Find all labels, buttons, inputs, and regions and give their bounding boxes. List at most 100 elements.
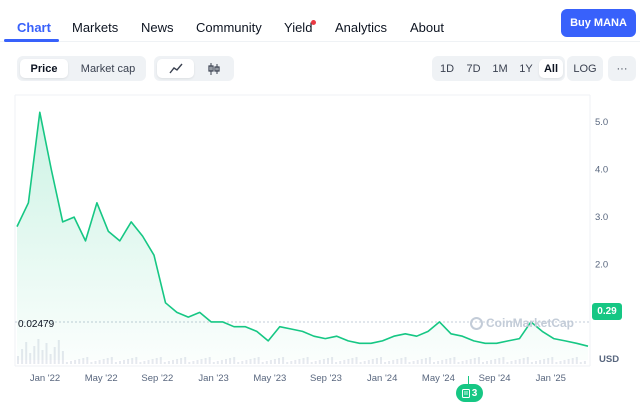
- volume-bar: [257, 357, 260, 364]
- volume-bar: [290, 361, 293, 364]
- volume-bar: [192, 361, 195, 364]
- tab-markets[interactable]: Markets: [72, 20, 119, 35]
- volume-bar: [514, 360, 517, 364]
- x-tick-label: Jan '25: [536, 373, 566, 384]
- volume-bar: [392, 360, 395, 364]
- y-tick-label: 3.0: [595, 212, 608, 223]
- coinmarketcap-watermark: CoinMarketCap: [470, 316, 574, 330]
- volume-bar: [449, 358, 452, 364]
- volume-bar: [355, 357, 358, 364]
- volume-bar: [461, 361, 464, 364]
- volume-bar: [551, 357, 554, 364]
- volume-bar: [351, 358, 354, 364]
- buy-mana-button[interactable]: Buy MANA: [561, 9, 636, 37]
- tab-news[interactable]: News: [141, 20, 174, 35]
- volume-bar: [123, 360, 125, 364]
- price-marketcap-toggle: Price Market cap: [17, 56, 146, 81]
- volume-bar: [245, 360, 248, 364]
- volume-bar: [539, 360, 542, 364]
- volume-bar: [306, 357, 309, 364]
- volume-bar: [208, 357, 211, 364]
- time-range-selector: 1D 7D 1M 1Y All: [432, 56, 565, 81]
- notification-dot-icon: [311, 20, 316, 25]
- tab-analytics[interactable]: Analytics: [335, 20, 388, 35]
- volume-bar: [114, 362, 117, 364]
- volume-bar: [412, 361, 415, 364]
- volume-bar: [176, 359, 179, 364]
- volume-bar: [70, 361, 72, 364]
- range-all-button[interactable]: All: [539, 59, 563, 78]
- line-chart-icon[interactable]: [157, 59, 194, 78]
- volume-bar: [237, 362, 240, 364]
- volume-bar: [547, 358, 550, 364]
- watermark-text: CoinMarketCap: [486, 316, 575, 330]
- news-count: 3: [471, 387, 478, 399]
- volume-bar: [494, 359, 497, 364]
- volume-bar: [575, 357, 578, 364]
- price-toggle-button[interactable]: Price: [20, 59, 68, 78]
- volume-bar: [302, 358, 305, 364]
- volume-bar: [204, 358, 207, 364]
- volume-bar: [139, 362, 142, 364]
- volume-bar: [453, 357, 456, 364]
- tab-chart[interactable]: Chart: [17, 20, 51, 35]
- volume-bar: [335, 362, 338, 364]
- range-7d-button[interactable]: 7D: [466, 62, 481, 75]
- more-options-icon[interactable]: ···: [616, 62, 628, 75]
- volume-bar: [65, 362, 68, 364]
- volume-bar: [241, 361, 244, 364]
- volume-bar: [188, 362, 191, 364]
- news-marker[interactable]: 3: [456, 384, 483, 402]
- volume-bar: [172, 360, 174, 364]
- volume-bar: [273, 359, 276, 364]
- volume-bar: [294, 360, 297, 364]
- volume-bar: [253, 358, 256, 364]
- coinmarketcap-logo-icon: [470, 316, 483, 330]
- market-cap-toggle-button[interactable]: Market cap: [80, 62, 136, 75]
- low-price-label: 0.02479: [18, 319, 55, 330]
- x-tick-label: May '23: [253, 373, 286, 384]
- volume-bar: [400, 358, 403, 364]
- volume-bar: [225, 359, 227, 364]
- tab-yield[interactable]: Yield: [284, 20, 313, 35]
- volume-bar: [212, 362, 215, 364]
- volume-bar: [86, 357, 89, 364]
- volume-bar: [167, 361, 170, 364]
- candlestick-icon[interactable]: [195, 59, 232, 78]
- x-tick-label: Jan '24: [367, 373, 397, 384]
- volume-bar: [216, 361, 219, 364]
- volume-bar: [380, 357, 382, 364]
- volume-bar: [482, 362, 484, 364]
- volume-bar: [74, 360, 77, 364]
- volume-bar: [408, 362, 411, 364]
- volume-bar: [371, 359, 374, 364]
- news-marker-pin: [468, 376, 469, 384]
- volume-bar: [229, 358, 232, 364]
- volume-bar: [102, 359, 105, 364]
- volume-bar: [131, 358, 134, 364]
- tab-community[interactable]: Community: [196, 20, 262, 35]
- volume-bar: [249, 359, 252, 364]
- volume-bar: [163, 362, 166, 364]
- volume-bar: [278, 358, 280, 364]
- volume-bar: [184, 357, 187, 364]
- range-1y-button[interactable]: 1Y: [519, 62, 533, 75]
- tab-about[interactable]: About: [410, 20, 444, 35]
- y-tick-label: 4.0: [595, 164, 608, 175]
- range-1m-button[interactable]: 1M: [492, 62, 508, 75]
- volume-bar: [261, 362, 264, 364]
- x-axis-ticks: Jan '22 May '22 Sep '22 Jan '23 May '23 Sep '…: [30, 373, 566, 384]
- log-scale-button[interactable]: LOG: [573, 62, 597, 75]
- x-tick-label: Sep '24: [479, 373, 511, 384]
- volume-bar: [110, 357, 113, 364]
- volume-bar: [498, 358, 501, 364]
- volume-bar: [465, 360, 468, 364]
- volume-bar: [530, 362, 533, 364]
- volume-bar: [522, 358, 525, 364]
- range-1d-button[interactable]: 1D: [439, 62, 455, 75]
- volume-bar: [269, 360, 272, 364]
- x-tick-label: Jan '22: [30, 373, 60, 384]
- volume-bar: [90, 362, 93, 364]
- current-price-badge: 0.29: [592, 303, 622, 320]
